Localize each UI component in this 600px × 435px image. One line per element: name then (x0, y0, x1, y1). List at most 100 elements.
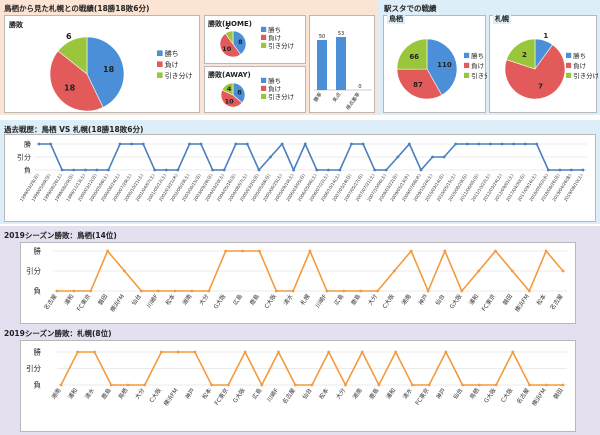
pie-data-label: 10 (225, 97, 235, 105)
legend-swatch (464, 52, 470, 58)
data-point (411, 383, 414, 387)
x-tick-label: 鹿島 (248, 292, 261, 306)
sapporo2019-panel: 負引分勝湘南 浦和 清水 鹿島 鳥栖 大分 C大阪 横浜FM 神戸 松本 FC東京 G大阪 広島 川崎F 名… (20, 340, 576, 432)
pie-data-label: 6 (66, 32, 72, 41)
x-tick-label: 仙台 (433, 292, 446, 306)
bar-data-label: 0 (358, 84, 361, 90)
data-point (527, 289, 531, 293)
x-tick-label: 神戸 (183, 386, 196, 400)
data-point (419, 168, 423, 172)
legend-label: 負け (573, 61, 586, 70)
data-point (107, 168, 110, 172)
x-tick-label: G大阪 (482, 386, 498, 404)
x-tick-label: 浦和 (62, 292, 75, 306)
data-point (546, 168, 550, 172)
x-tick-label: 広島 (332, 292, 345, 306)
y-tick-label: 引分 (26, 267, 41, 276)
data-point (83, 168, 87, 172)
x-tick-label: 浦和 (467, 292, 480, 306)
pie-data-label: 110 (437, 61, 452, 69)
x-tick-label: 広島 (231, 292, 244, 306)
x-tick-label: 磐田 (551, 386, 564, 400)
data-point (344, 383, 347, 387)
bar-0 (317, 40, 327, 90)
data-point (123, 269, 126, 273)
pie-slice-loss (49, 50, 104, 112)
data-point (361, 142, 365, 146)
x-tick-label: FC東京 (413, 386, 431, 406)
data-point (139, 289, 143, 293)
pie-data-label: 18 (103, 65, 115, 74)
pie-slice-win (232, 82, 246, 104)
legend-label: 引き分け (268, 92, 294, 101)
x-tick-label: FC東京 (480, 292, 498, 312)
pie-slice-loss (396, 68, 443, 100)
history-panel: 負引分勝 1999/03/28(日) 1999/05/09(日) 1999/06/26… (4, 134, 596, 222)
data-point (260, 383, 264, 387)
stadium-title: 駅スタでの戦績 (384, 4, 437, 13)
y-tick-label: 負 (34, 286, 42, 296)
x-tick-label: 横浜FM (162, 387, 180, 408)
data-point (327, 168, 330, 172)
data-point (141, 142, 145, 146)
data-point (226, 383, 230, 387)
legend-swatch (261, 42, 267, 48)
bar-category-label: 失点 (331, 91, 342, 103)
data-point (511, 350, 515, 354)
x-tick-label: 磐田 (96, 292, 109, 306)
data-point (461, 383, 464, 387)
pie-slice-draw (57, 36, 88, 75)
data-point (210, 383, 214, 387)
overall-title: 鳥栖から見た札幌との戦績(18勝18敗6分) (4, 4, 150, 13)
y-tick-label: 引分 (17, 153, 31, 162)
data-point (160, 350, 163, 354)
home-pie-panel: 勝敗(HOME) 8 10 2 勝ち 負け 引き分け (204, 15, 306, 64)
legend-label: 負け (165, 60, 179, 69)
data-point (293, 383, 297, 387)
x-tick-label: 大分 (133, 386, 146, 400)
x-tick-label: 大分 (197, 292, 210, 306)
pie-data-label: 87 (413, 81, 423, 89)
pie-data-label: 66 (409, 53, 419, 61)
data-point (544, 249, 548, 253)
history-line-chart: 負引分勝1999/03/28(日)1999/05/09(日)1999/06/26… (17, 140, 587, 203)
x-tick-label: 湘南 (180, 292, 193, 306)
pie-slice-loss (219, 33, 242, 58)
legend-swatch (261, 77, 267, 83)
x-tick-label: C大阪 (148, 386, 164, 404)
legend-label: 勝ち (573, 51, 586, 60)
data-point (199, 142, 203, 146)
data-point (211, 168, 215, 172)
data-point (350, 142, 353, 146)
x-tick-label: 大分 (334, 386, 347, 400)
legend-label: 勝ち (268, 25, 281, 34)
data-point (143, 383, 147, 387)
x-tick-label: C大阪 (499, 386, 515, 404)
data-point (460, 289, 464, 293)
data-point (512, 142, 515, 146)
stadium-sapporo-title: 札幌 (493, 14, 511, 24)
x-tick-label: 仙台 (130, 292, 143, 306)
data-point (561, 269, 565, 273)
data-point (207, 289, 211, 293)
data-point (59, 383, 63, 387)
legend-swatch (464, 62, 470, 68)
data-point (269, 155, 272, 159)
data-point (454, 142, 458, 146)
x-tick-label: 仙台 (451, 386, 464, 400)
x-tick-label: 札幌 (298, 292, 311, 306)
pie-data-label: 8 (238, 38, 243, 46)
home-pie-title: 勝敗(HOME) (208, 20, 252, 28)
legend-label: 負け (268, 33, 281, 42)
x-tick-label: 名古屋 (42, 292, 59, 311)
bar-category-label: 勝率 (312, 91, 323, 103)
data-point (396, 155, 400, 159)
x-tick-label: 浦和 (384, 386, 397, 400)
data-point (444, 350, 448, 354)
stadium-sapporo-panel: 札幌 1 7 2 勝ち 負け 引き分け (489, 14, 598, 113)
pie-slice-win (426, 38, 458, 96)
data-point (327, 350, 331, 354)
